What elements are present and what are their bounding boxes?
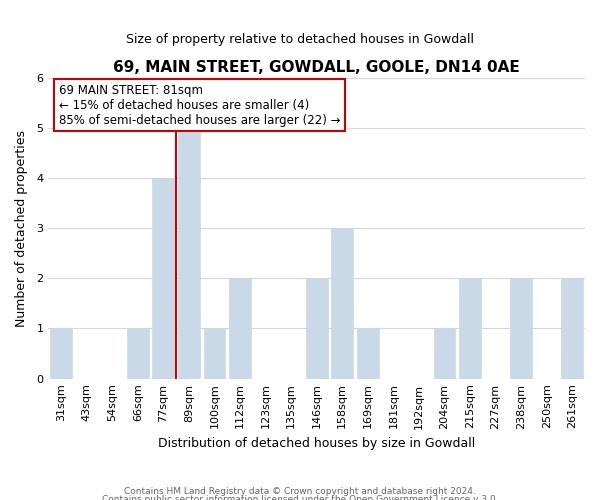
Bar <box>459 278 481 378</box>
Bar <box>434 328 455 378</box>
Bar <box>562 278 583 378</box>
Text: Contains public sector information licensed under the Open Government Licence v : Contains public sector information licen… <box>101 495 499 500</box>
Bar <box>510 278 532 378</box>
Bar <box>152 178 174 378</box>
Bar <box>50 328 72 378</box>
Bar <box>357 328 379 378</box>
Bar <box>229 278 251 378</box>
X-axis label: Distribution of detached houses by size in Gowdall: Distribution of detached houses by size … <box>158 437 475 450</box>
Y-axis label: Number of detached properties: Number of detached properties <box>15 130 28 326</box>
Bar <box>203 328 225 378</box>
Text: Contains HM Land Registry data © Crown copyright and database right 2024.: Contains HM Land Registry data © Crown c… <box>124 488 476 496</box>
Bar <box>178 128 200 378</box>
Bar <box>306 278 328 378</box>
Title: 69, MAIN STREET, GOWDALL, GOOLE, DN14 0AE: 69, MAIN STREET, GOWDALL, GOOLE, DN14 0A… <box>113 60 520 75</box>
Text: 69 MAIN STREET: 81sqm
← 15% of detached houses are smaller (4)
85% of semi-detac: 69 MAIN STREET: 81sqm ← 15% of detached … <box>59 84 341 126</box>
Text: Size of property relative to detached houses in Gowdall: Size of property relative to detached ho… <box>126 32 474 46</box>
Bar <box>127 328 149 378</box>
Bar <box>331 228 353 378</box>
